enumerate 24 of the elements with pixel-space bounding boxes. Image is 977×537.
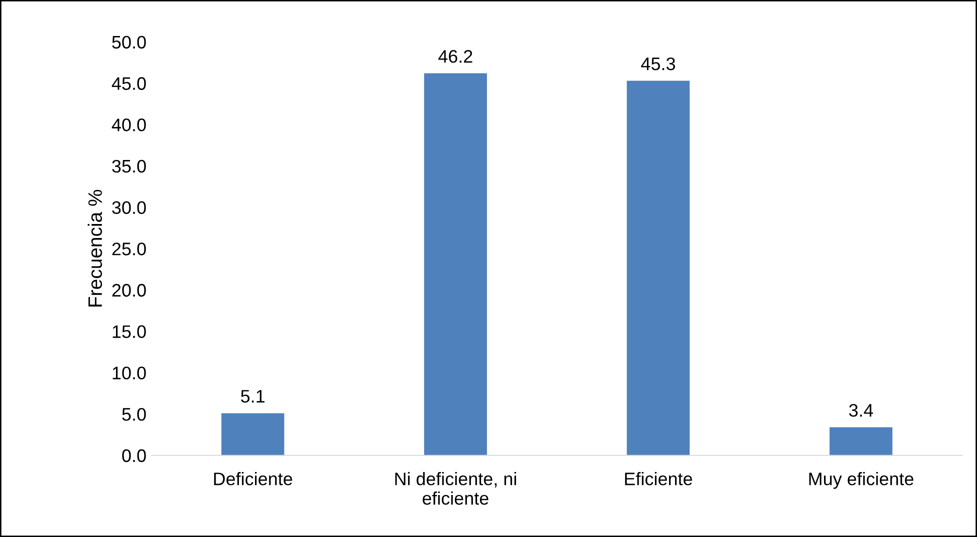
y-tick-label: 35.0 [112, 160, 146, 173]
y-tick-label: 30.0 [112, 201, 146, 214]
y-tick-label: 5.0 [122, 408, 146, 421]
y-tick-label: 0.0 [122, 449, 146, 462]
y-tick-label: 45.0 [112, 77, 146, 90]
bar [424, 73, 487, 456]
data-label: 5.1 [240, 390, 264, 403]
y-tick-label: 25.0 [112, 242, 146, 256]
x-tick-label: Deficiente [214, 472, 292, 486]
bar [221, 413, 284, 456]
y-tick-label: 10.0 [112, 366, 146, 380]
x-tick-label: Ni deficiente, ni eficiente [395, 472, 516, 505]
data-label: 46.2 [438, 50, 472, 63]
x-tick-label: Eficiente [625, 472, 692, 486]
y-tick-label: 40.0 [112, 118, 146, 132]
y-axis-title: Frecuencia % [88, 190, 102, 306]
bar [626, 80, 690, 456]
x-tick-label: Muy eficiente [809, 472, 914, 489]
data-label: 45.3 [641, 57, 676, 70]
bar [830, 427, 892, 456]
data-label: 3.4 [849, 404, 874, 417]
y-tick-label: 50.0 [112, 36, 146, 49]
y-tick-label: 20.0 [112, 284, 146, 297]
y-tick-label: 15.0 [112, 325, 146, 338]
